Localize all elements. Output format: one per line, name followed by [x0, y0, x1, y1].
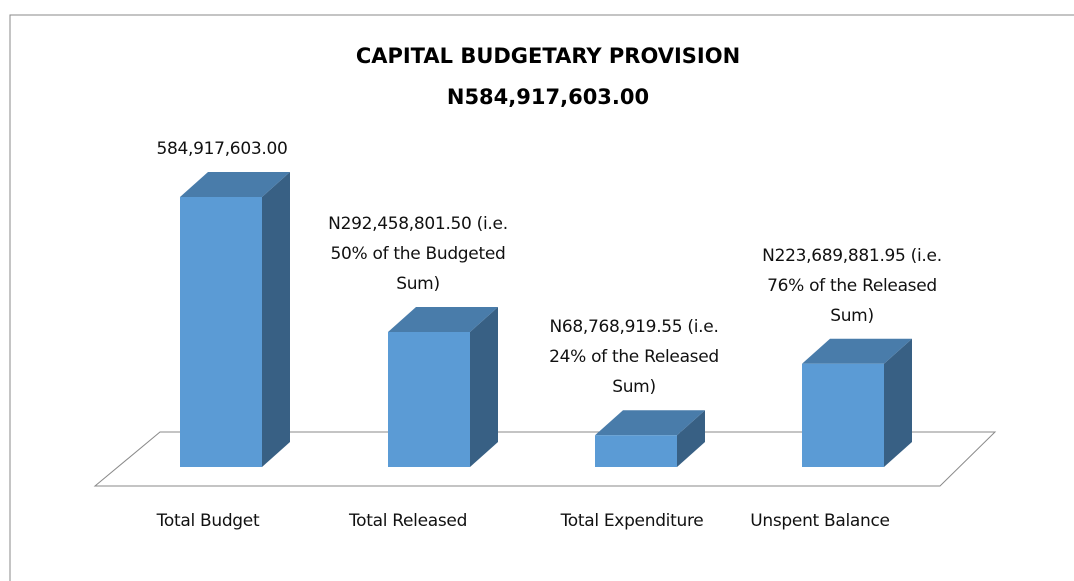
value-label: 584,917,603.00 — [156, 139, 288, 159]
bar — [180, 197, 262, 467]
bar — [388, 332, 470, 467]
bar-side — [884, 338, 912, 467]
x-tick-label: Unspent Balance — [750, 511, 890, 531]
bar-top — [802, 338, 912, 364]
chart-subtitle: N584,917,603.00 — [447, 85, 649, 109]
bar — [802, 363, 884, 467]
bar-side — [470, 307, 498, 467]
x-tick-label: Total Expenditure — [560, 511, 704, 531]
floor — [93, 431, 997, 487]
value-label: N68,768,919.55 (i.e. 24% of the Released… — [549, 317, 719, 398]
value-label: N223,689,881.95 (i.e. 76% of the Release… — [762, 245, 942, 326]
bar — [595, 435, 677, 467]
bar-top — [595, 410, 705, 436]
x-tick-label: Total Released — [348, 511, 468, 531]
bar-side — [262, 172, 290, 467]
bar-side — [677, 410, 705, 467]
chart-frame — [9, 14, 1074, 581]
bar-top — [388, 307, 498, 332]
value-label: N292,458,801.50 (i.e. 50% of the Budgete… — [328, 214, 508, 294]
bar-top — [180, 172, 290, 197]
x-tick-label: Total Budget — [156, 511, 260, 531]
chart-title: CAPITAL BUDGETARY PROVISION — [356, 44, 740, 68]
